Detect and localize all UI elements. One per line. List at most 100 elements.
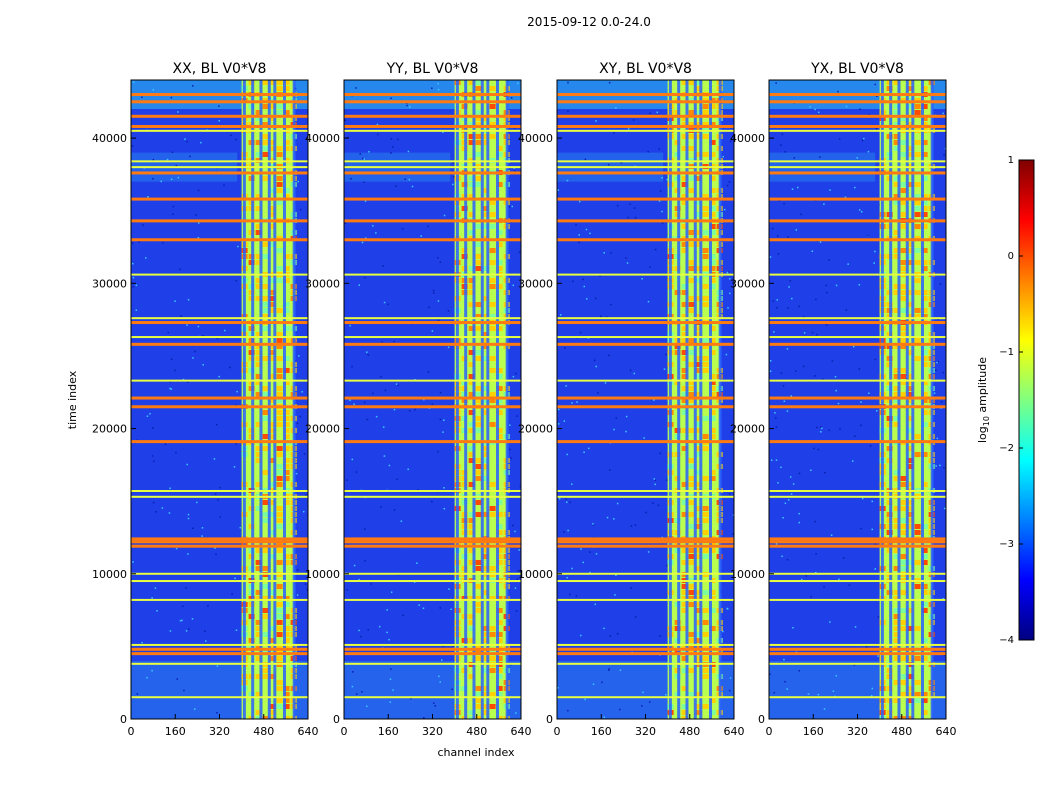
noise-pixel [145, 257, 147, 259]
band-cell [496, 668, 503, 673]
band-cell [709, 224, 716, 229]
noise-pixel [196, 501, 198, 504]
band-cell [276, 182, 283, 187]
band-cell [893, 524, 900, 529]
band-cell [269, 278, 276, 283]
noise-pixel [821, 378, 824, 380]
noise-pixel [149, 412, 151, 415]
noise-pixel [197, 325, 200, 328]
band-cell [276, 152, 283, 157]
band-cell [695, 392, 702, 397]
band-cell [914, 584, 921, 589]
rfi-row [769, 219, 946, 223]
noise-pixel [810, 469, 812, 472]
band-cell [907, 182, 914, 187]
band-cell [489, 632, 496, 637]
y-tick-label: 30000 [92, 277, 127, 290]
band-cell [255, 452, 262, 457]
band-cell [907, 416, 914, 421]
noise-pixel [439, 391, 442, 394]
band-cell [496, 266, 503, 271]
band-cell [482, 638, 489, 643]
noise-pixel [406, 104, 408, 107]
band-cell [702, 284, 709, 289]
band-cell [709, 230, 716, 235]
noise-pixel [515, 610, 518, 612]
rfi-row [769, 652, 946, 656]
band-cell [482, 692, 489, 697]
band-cell [475, 692, 482, 697]
x-tick-label: 320 [635, 725, 656, 738]
band-cell [681, 248, 688, 253]
noise-pixel [417, 489, 419, 491]
noise-pixel [589, 232, 591, 235]
band-cell [900, 266, 907, 271]
noise-pixel [349, 399, 351, 402]
band-cell [900, 506, 907, 511]
band-cell [893, 506, 900, 511]
band-cell [283, 254, 290, 259]
noise-pixel [304, 494, 307, 496]
noise-pixel [138, 241, 140, 243]
rfi-row [557, 696, 734, 699]
band-cell [681, 374, 688, 379]
noise-pixel [595, 553, 598, 555]
band-cell [921, 656, 928, 661]
noise-pixel [447, 346, 450, 349]
band-cell [475, 398, 482, 403]
noise-pixel [201, 535, 203, 537]
noise-pixel [585, 228, 588, 231]
noise-pixel [516, 578, 519, 580]
band-cell [269, 224, 276, 229]
band-cell [283, 638, 290, 643]
band-cell [921, 176, 928, 181]
noise-pixel [218, 375, 220, 378]
rfi-row [769, 129, 946, 132]
band-cell [907, 524, 914, 529]
band-cell [914, 248, 921, 253]
band-cell [255, 566, 262, 571]
band-cell [900, 560, 907, 565]
band-cell [482, 338, 489, 343]
band-cell [283, 596, 290, 601]
noise-pixel [791, 297, 793, 300]
band-cell [262, 308, 269, 313]
band-cell [695, 230, 702, 235]
noise-pixel [578, 234, 580, 236]
band-cell [283, 368, 290, 373]
noise-pixel [132, 286, 135, 288]
band-cell [482, 446, 489, 451]
band-cell [276, 512, 283, 517]
band-cell [468, 140, 475, 145]
band-cell [468, 422, 475, 427]
rfi-row [557, 100, 734, 104]
noise-pixel [831, 360, 834, 362]
band-cell [921, 482, 928, 487]
noise-pixel [805, 575, 808, 577]
noise-pixel [432, 289, 435, 292]
panel-title: YX, BL V0*V8 [810, 61, 904, 77]
band-cell [496, 554, 503, 559]
noise-pixel [944, 507, 946, 510]
band-cell [900, 482, 907, 487]
band-cell [269, 590, 276, 595]
noise-pixel [392, 689, 394, 691]
band-cell [695, 602, 702, 607]
noise-pixel [388, 464, 391, 467]
noise-pixel [778, 200, 781, 202]
rfi-row [557, 598, 734, 601]
band-cell [702, 194, 709, 199]
noise-pixel [230, 134, 232, 137]
band-cell [276, 86, 283, 91]
band-cell [681, 446, 688, 451]
rfi-row [769, 93, 946, 97]
noise-pixel [164, 443, 167, 446]
noise-pixel [645, 511, 647, 514]
band-cell [914, 656, 921, 661]
band-cell [489, 656, 496, 661]
band-cell [255, 560, 262, 565]
rfi-row [769, 540, 946, 544]
band-cell [907, 380, 914, 385]
band-cell [276, 482, 283, 487]
band-cell [681, 602, 688, 607]
